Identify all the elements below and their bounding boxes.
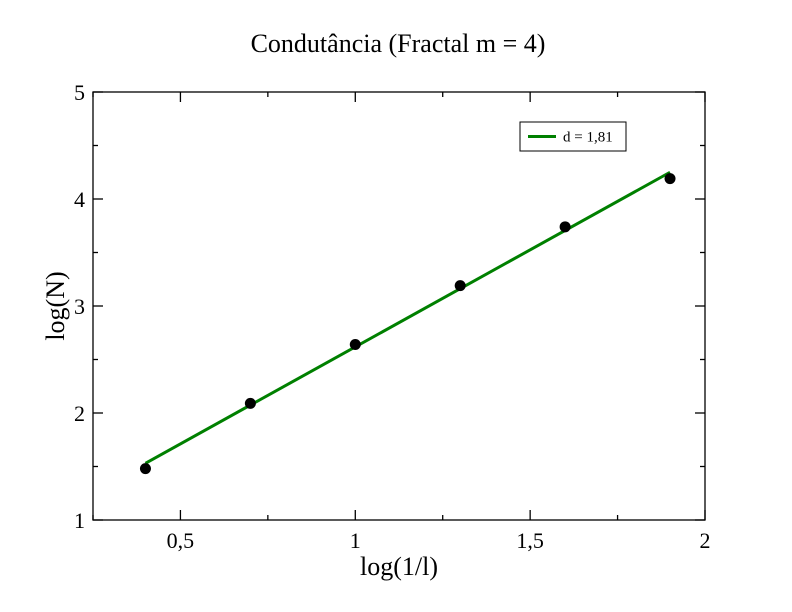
x-axis-label: log(1/l) [360,552,438,581]
chart-title: Condutância (Fractal m = 4) [251,29,546,58]
x-tick-label: 2 [700,528,711,553]
x-tick-label: 1 [350,528,361,553]
y-tick-label: 1 [74,508,85,533]
data-point [139,463,151,475]
data-point [454,280,466,292]
y-tick-label: 4 [74,187,85,212]
x-tick-label: 1,5 [516,528,544,553]
y-tick-label: 2 [74,401,85,426]
x-tick-label: 0,5 [167,528,195,553]
data-point [559,221,571,233]
y-tick-label: 5 [74,80,85,105]
y-tick-label: 3 [74,294,85,319]
fit-line [144,170,671,465]
legend-label: d = 1,81 [563,130,613,146]
plot-frame [92,91,706,521]
data-point [349,339,361,351]
data-point [244,397,256,409]
y-axis-label: log(N) [41,271,70,340]
data-point [664,173,676,185]
